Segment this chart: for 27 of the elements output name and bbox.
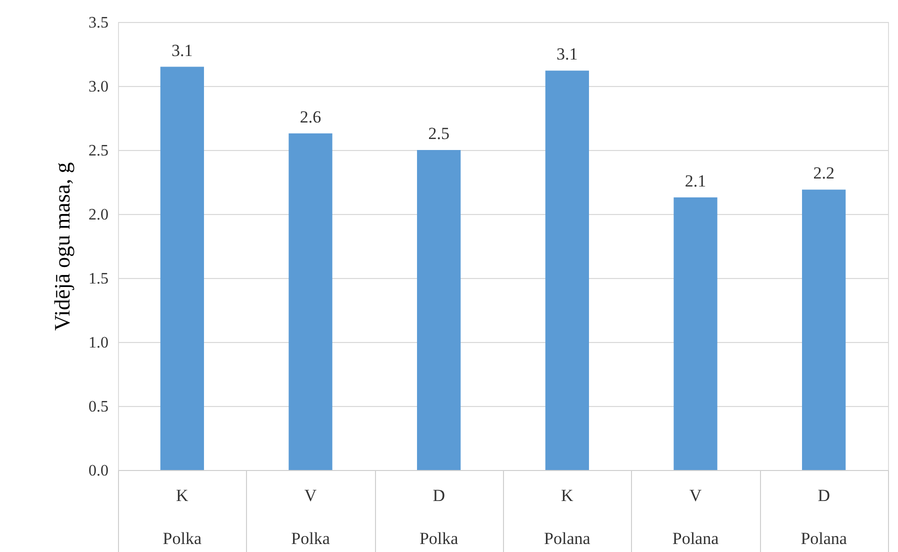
bar	[674, 197, 718, 470]
y-tick-label: 1.5	[88, 270, 108, 288]
data-label: 2.1	[684, 171, 706, 190]
y-tick-label: 2.0	[88, 206, 108, 224]
bar	[288, 133, 332, 470]
y-tick-label: 2.5	[88, 142, 108, 160]
category-label: V Polka	[291, 486, 330, 548]
data-label: 2.6	[300, 107, 322, 126]
category-label: D Polka	[419, 486, 458, 548]
y-tick-label: 3.0	[88, 78, 108, 96]
bar	[160, 66, 204, 470]
category-label: K Polka	[162, 486, 202, 548]
y-tick-label: 0.5	[88, 398, 108, 416]
data-label: 2.5	[428, 124, 450, 143]
data-label: 3.1	[556, 44, 578, 64]
y-axis-title: Vidējā ogu masa, g	[50, 162, 74, 331]
bar	[802, 190, 846, 470]
y-tick-label: 0.0	[88, 462, 108, 480]
category-label: V Polana	[672, 486, 719, 548]
y-tick-label: 1.0	[88, 334, 108, 352]
category-label: D Polana	[800, 486, 847, 548]
data-label: 3.1	[172, 40, 193, 60]
category-label: K Polana	[544, 486, 590, 548]
data-label: 2.2	[813, 164, 834, 183]
bar	[545, 70, 589, 470]
bar	[417, 150, 461, 470]
y-tick-label: 3.5	[88, 14, 108, 32]
